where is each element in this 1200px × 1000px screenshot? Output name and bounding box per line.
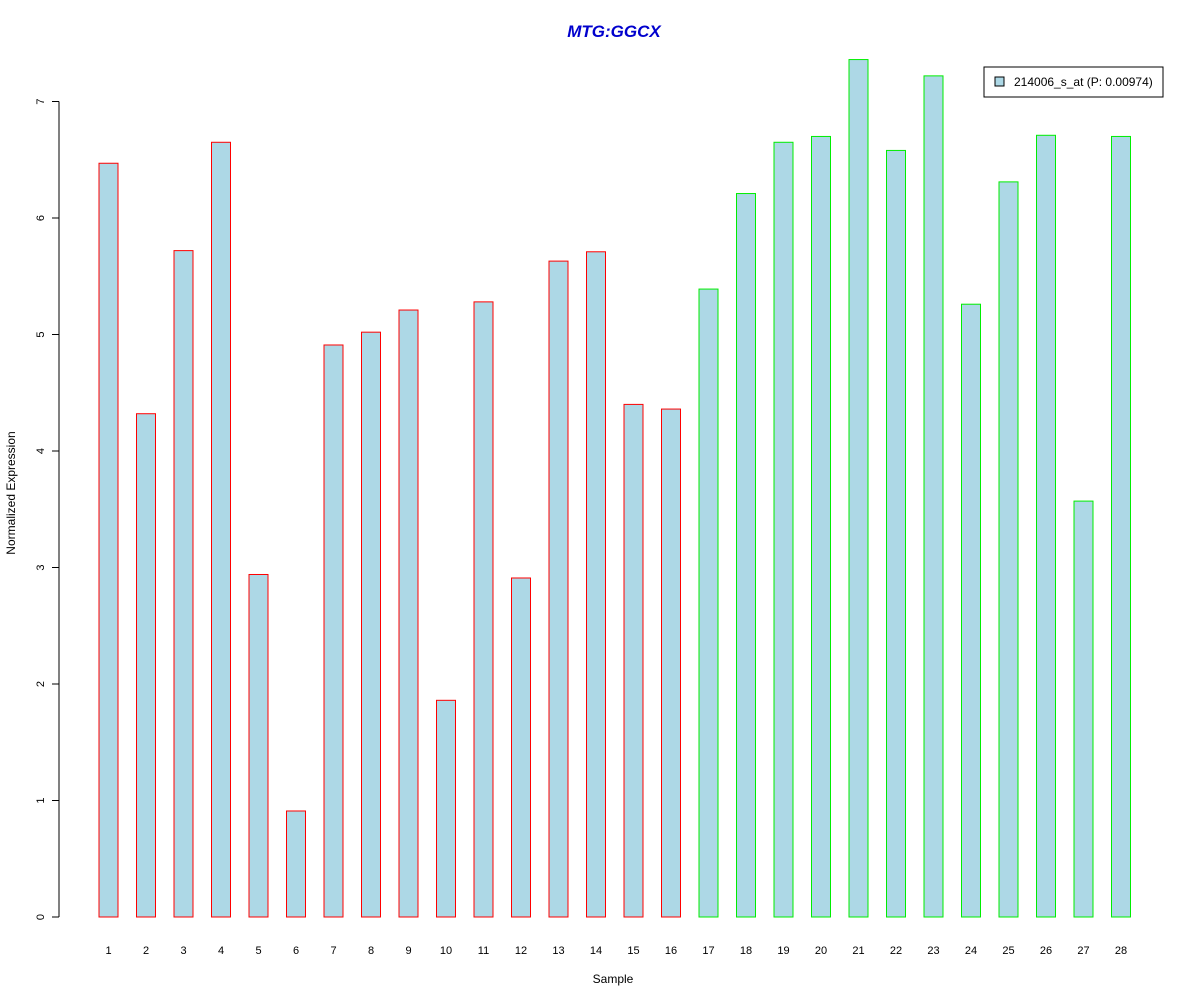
bar-sample-12 <box>511 577 531 918</box>
x-tick-label: 1 <box>105 945 111 957</box>
x-axis-label: Sample <box>593 972 634 986</box>
y-tick-label: 1 <box>35 797 47 803</box>
bar-sample-15 <box>623 403 644 918</box>
x-tick-label: 7 <box>330 945 336 957</box>
x-tick-label: 5 <box>255 945 261 957</box>
bar-sample-20 <box>811 135 831 918</box>
y-tick-label: 3 <box>35 564 47 570</box>
x-tick-label: 24 <box>965 945 977 957</box>
bar-sample-25 <box>998 181 1019 918</box>
bar-sample-22 <box>886 149 906 918</box>
y-axis-label: Normalized Expression <box>4 431 18 554</box>
x-tick-label: 23 <box>927 945 939 957</box>
bar-sample-24 <box>961 303 981 918</box>
x-tick-label: 26 <box>1040 945 1052 957</box>
bar-sample-16 <box>661 408 681 918</box>
x-tick-label: 22 <box>890 945 902 957</box>
x-tick-label: 27 <box>1077 945 1089 957</box>
y-tick-label: 5 <box>35 331 47 337</box>
x-tick-label: 14 <box>590 945 602 957</box>
x-tick-label: 28 <box>1115 945 1127 957</box>
y-tick-label: 2 <box>35 681 47 687</box>
legend-label: 214006_s_at (P: 0.00974) <box>1014 75 1153 89</box>
bar-sample-28 <box>1111 135 1131 918</box>
bar-sample-23 <box>923 75 944 918</box>
x-tick-label: 9 <box>405 945 411 957</box>
x-tick-label: 2 <box>143 945 149 957</box>
bar-sample-18 <box>736 193 756 918</box>
x-tick-label: 8 <box>368 945 374 957</box>
x-tick-labels: 1 2 3 4 5 6 7 8 9 10 11 12 13 14 15 16 17 18 19 20 21 22 23 24 2… <box>105 945 1127 957</box>
bar-sample-17 <box>698 288 719 918</box>
bars-group <box>98 59 1131 918</box>
bar-sample-13 <box>548 260 569 918</box>
bar-sample-3 <box>173 250 194 918</box>
chart-title: MTG:GGCX <box>567 22 662 41</box>
bar-sample-11 <box>473 301 494 918</box>
bar-sample-1 <box>98 162 119 918</box>
bar-sample-6 <box>286 810 306 918</box>
bar-sample-8 <box>361 331 381 918</box>
x-tick-label: 10 <box>440 945 452 957</box>
x-tick-label: 17 <box>702 945 714 957</box>
x-tick-label: 19 <box>777 945 789 957</box>
x-tick-label: 18 <box>740 945 752 957</box>
bar-sample-21 <box>848 59 869 918</box>
x-tick-label: 11 <box>478 945 489 957</box>
x-tick-label: 4 <box>218 945 224 957</box>
x-tick-label: 12 <box>515 945 527 957</box>
bar-sample-26 <box>1036 134 1056 918</box>
y-tick-label: 6 <box>35 215 47 221</box>
x-tick-label: 16 <box>665 945 677 957</box>
bar-sample-10 <box>436 699 456 918</box>
bar-sample-27 <box>1073 500 1094 918</box>
y-tick-label: 7 <box>35 98 47 104</box>
x-tick-label: 15 <box>627 945 639 957</box>
bar-sample-14 <box>586 251 606 918</box>
y-axis: 0 1 2 3 4 5 6 7 <box>35 98 60 920</box>
bar-sample-9 <box>398 309 419 918</box>
legend-swatch <box>994 76 1005 87</box>
bar-sample-5 <box>248 573 269 918</box>
x-tick-label: 25 <box>1002 945 1014 957</box>
y-tick-label: 0 <box>35 914 47 920</box>
bar-sample-7 <box>323 344 344 918</box>
bar-sample-19 <box>773 141 794 918</box>
x-tick-label: 13 <box>552 945 564 957</box>
bar-sample-2 <box>136 413 156 918</box>
x-tick-label: 20 <box>815 945 827 957</box>
x-tick-label: 21 <box>852 945 864 957</box>
y-tick-label: 4 <box>35 448 47 454</box>
legend-box <box>983 66 1164 98</box>
legend: 214006_s_at (P: 0.00974) <box>983 66 1164 98</box>
bar-sample-4 <box>211 141 231 918</box>
x-tick-label: 3 <box>180 945 186 957</box>
x-tick-label: 6 <box>293 945 299 957</box>
